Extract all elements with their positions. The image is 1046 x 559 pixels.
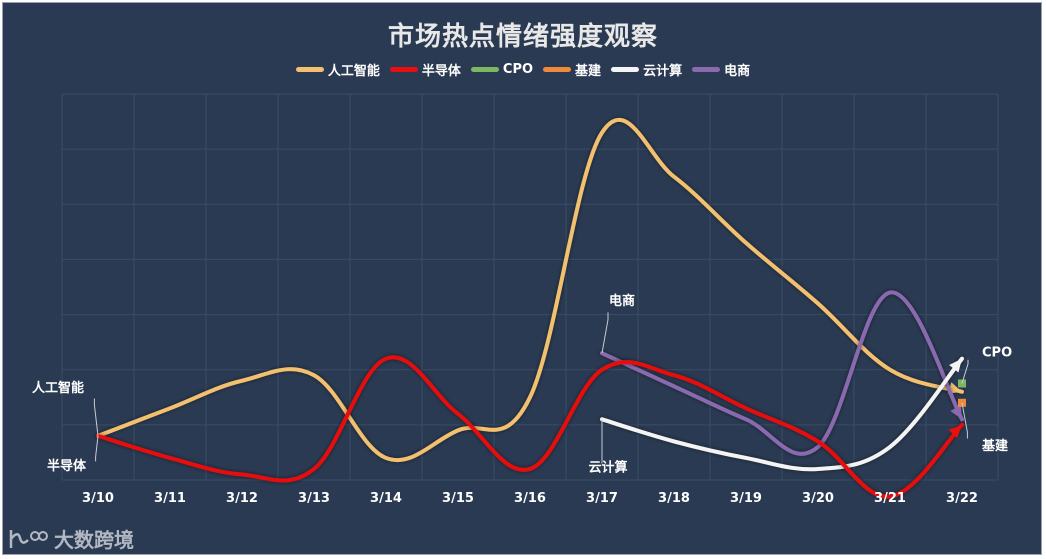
x-tick-label: 3/12 xyxy=(226,491,258,506)
series-arrowhead xyxy=(949,358,962,373)
annotation-label: 云计算 xyxy=(588,459,627,475)
series-line xyxy=(96,355,964,499)
legend-label: CPO xyxy=(502,61,534,77)
x-tick-label: 3/10 xyxy=(82,491,114,506)
legend-label: 半导体 xyxy=(421,63,461,79)
legend-swatch xyxy=(543,66,572,72)
annotation-label: 人工智能 xyxy=(32,380,84,396)
legend-swatch xyxy=(470,66,499,72)
x-tick-label: 3/21 xyxy=(874,491,906,506)
annotation-label: CPO xyxy=(982,346,1012,361)
legend-label: 基建 xyxy=(575,63,602,79)
chart-title: 市场热点情绪强度观察 xyxy=(387,22,658,52)
x-tick-label: 3/18 xyxy=(658,491,690,506)
annotation-leader xyxy=(93,398,99,436)
legend-item[interactable]: 云计算 xyxy=(611,60,682,79)
logo-icon xyxy=(9,529,48,548)
legend-label: 云计算 xyxy=(643,63,683,79)
legend-item[interactable]: CPO xyxy=(470,61,534,77)
legend-label: 人工智能 xyxy=(327,63,380,79)
x-tick-label: 3/16 xyxy=(514,491,546,506)
legend: 人工智能 半导体 CPO 基建 云计算 电商 xyxy=(0,58,1046,80)
x-tick-label: 3/14 xyxy=(370,491,402,506)
annotation-label: 半导体 xyxy=(47,458,87,474)
annotation-leader xyxy=(95,435,99,462)
legend-item[interactable]: 电商 xyxy=(692,60,750,79)
legend-item[interactable]: 人工智能 xyxy=(295,60,380,79)
legend-label: 电商 xyxy=(724,63,751,79)
annotation-leader xyxy=(961,359,969,384)
legend-item[interactable]: 基建 xyxy=(543,60,601,79)
annotation-label: 电商 xyxy=(609,293,635,309)
x-tick-label: 3/19 xyxy=(730,491,762,506)
x-tick-label: 3/13 xyxy=(298,491,330,506)
series-arrowhead xyxy=(950,405,962,420)
legend-swatch xyxy=(692,66,721,72)
series-arrowhead xyxy=(948,424,962,439)
x-tick-label: 3/11 xyxy=(154,491,186,506)
x-tick-label: 3/15 xyxy=(442,491,474,506)
annotation-leader xyxy=(601,312,609,354)
legend-item[interactable]: 半导体 xyxy=(389,60,461,79)
annotation-leader xyxy=(961,402,968,439)
series-line xyxy=(600,356,964,472)
x-tick-label: 3/22 xyxy=(946,491,978,506)
series-line xyxy=(600,290,964,456)
series-line xyxy=(96,117,964,462)
watermark: 大数跨境 xyxy=(8,524,134,553)
legend-swatch xyxy=(389,66,418,72)
legend-swatch xyxy=(295,66,324,72)
x-tick-label: 3/17 xyxy=(586,491,618,506)
annotation-label: 基建 xyxy=(981,438,1008,454)
watermark-text: 大数跨境 xyxy=(54,528,134,552)
x-tick-label: 3/20 xyxy=(802,491,834,506)
legend-swatch xyxy=(611,66,640,72)
